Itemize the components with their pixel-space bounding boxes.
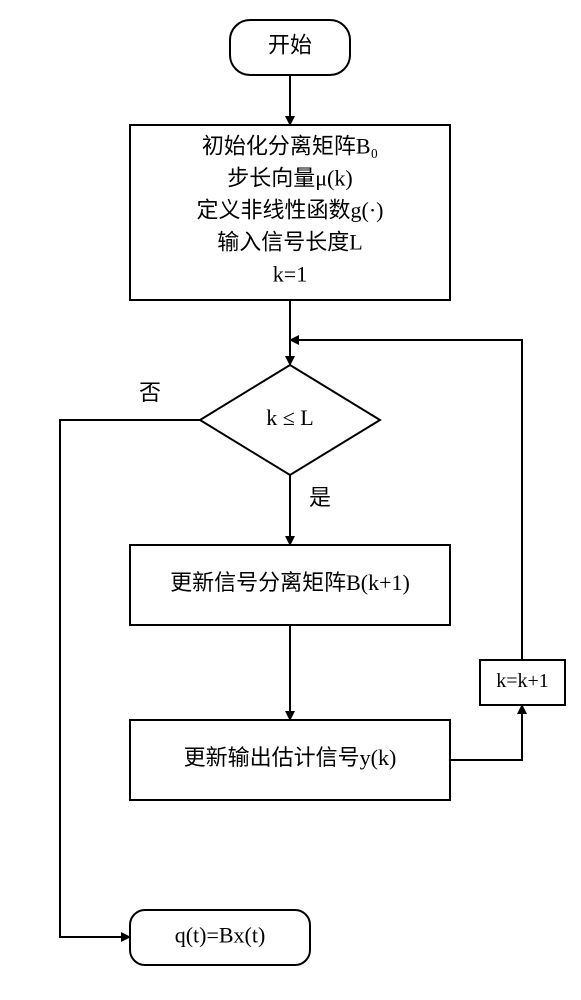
edge-label-2: 是 <box>309 485 331 510</box>
node-text: 定义非线性函数g(·) <box>197 198 384 223</box>
node-text: 开始 <box>268 33 312 58</box>
node-text: k=k+1 <box>496 670 549 692</box>
edge-6 <box>60 420 200 937</box>
node-text: 步长向量μ(k) <box>227 166 352 191</box>
node-text: k ≤ L <box>266 405 314 430</box>
node-text: 更新信号分离矩阵B(k+1) <box>170 570 410 595</box>
node-text: 更新输出估计信号y(k) <box>184 745 397 770</box>
node-text: 输入信号长度L <box>217 229 362 254</box>
edge-label-6: 否 <box>139 380 161 405</box>
node-text: 初始化分离矩阵B₀ <box>202 134 378 159</box>
edge-4 <box>450 705 522 760</box>
node-text: q(t)=Bx(t) <box>175 923 266 948</box>
node-text: k=1 <box>273 261 307 286</box>
